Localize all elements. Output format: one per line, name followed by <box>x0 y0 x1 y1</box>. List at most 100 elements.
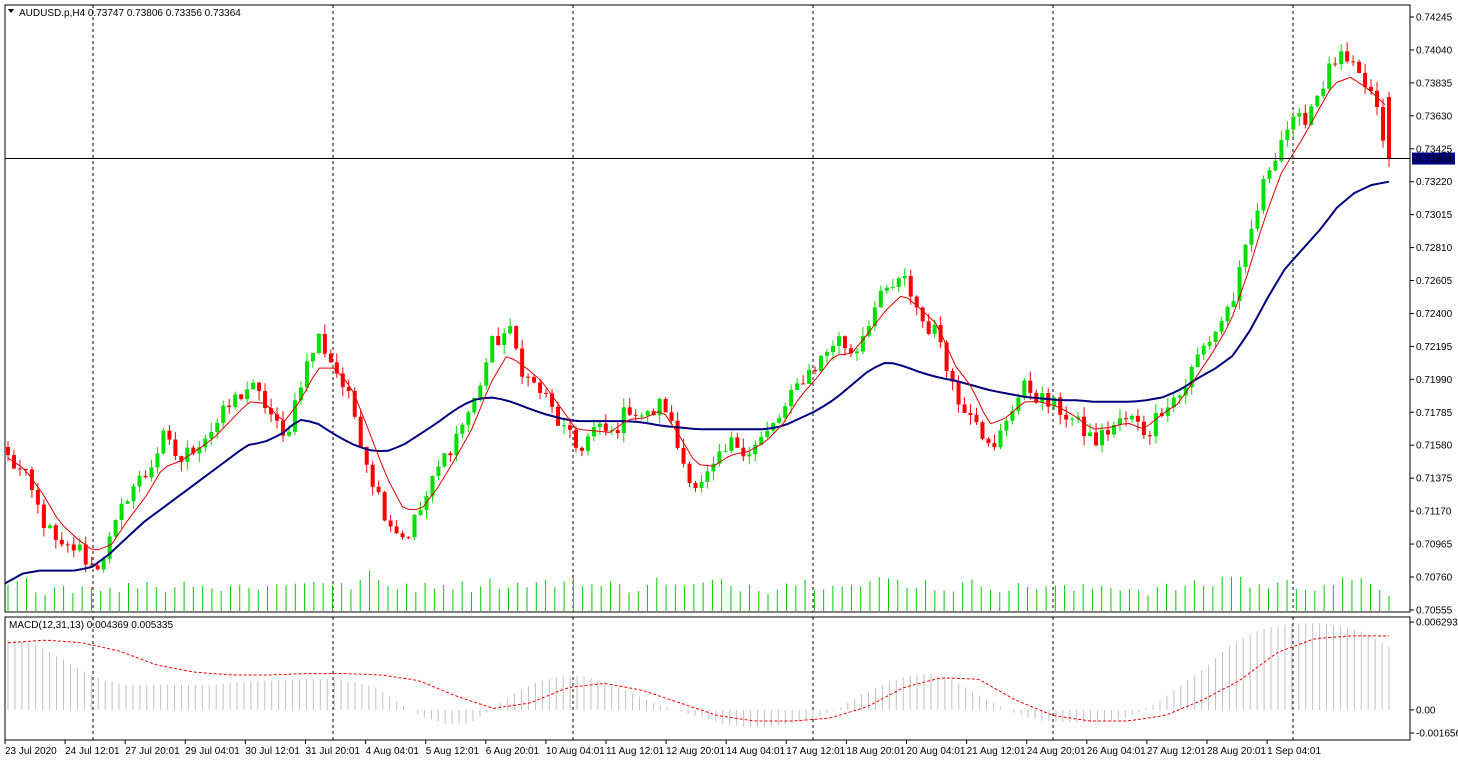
candle-body-bull <box>197 447 202 454</box>
time-tick-label: 28 Aug 20:01 <box>1207 746 1266 757</box>
candle-body-bull <box>107 536 112 559</box>
price-tick-label: 0.72195 <box>1416 342 1453 353</box>
price-tick-label: 0.71580 <box>1416 441 1453 452</box>
candle-body-bull <box>185 447 190 462</box>
candle-body-bear <box>281 420 286 436</box>
candle-body-bear <box>1381 107 1386 141</box>
candle-body-bull <box>203 438 208 448</box>
candle-body-bear <box>914 296 919 308</box>
candle-body-bear <box>693 482 698 489</box>
candle-body-bull <box>1111 424 1116 435</box>
time-tick-label: 26 Aug 04:01 <box>1087 746 1146 757</box>
symbol-header[interactable]: AUDUSD.p,H4 0.73747 0.73806 0.73356 0.73… <box>8 8 241 19</box>
candle-body-bull <box>1237 267 1242 302</box>
candle-body-bull <box>1327 63 1332 89</box>
candle-body-bull <box>125 501 130 504</box>
candle-body-bull <box>1339 51 1344 65</box>
candle-body-bull <box>209 431 214 439</box>
fast-moving-average-line <box>7 76 1386 551</box>
candle-body-bear <box>1369 86 1374 91</box>
price-tick-label: 0.74040 <box>1416 45 1453 56</box>
candle-body-bear <box>550 393 555 407</box>
candle-body-bear <box>1303 113 1308 125</box>
time-axis[interactable]: 23 Jul 2020 24 Jul 12:01 27 Jul 20:01 29 Ju… <box>4 740 1321 757</box>
candle-body-bear <box>842 336 847 349</box>
vertical-grid <box>92 5 1294 740</box>
candle-body-bear <box>59 539 64 545</box>
candle-body-bull <box>597 423 602 428</box>
time-tick-label: 27 Aug 12:01 <box>1147 746 1206 757</box>
candle-body-bear <box>95 565 100 570</box>
candle-body-bull <box>454 433 459 456</box>
candle-body-bull <box>1153 412 1158 437</box>
candle-body-bull <box>1088 432 1093 437</box>
candle-body-bull <box>418 510 423 515</box>
candle-body-bear <box>627 407 632 415</box>
candle-body-bear <box>143 475 148 478</box>
candle-body-bull <box>1279 139 1284 161</box>
candle-body-bull <box>1231 301 1236 307</box>
candle-body-bull <box>747 454 752 457</box>
candle-body-bull <box>1070 418 1075 420</box>
candle-body-bear <box>448 453 453 456</box>
candle-body-bear <box>89 564 94 566</box>
dropdown-triangle-icon[interactable] <box>8 9 14 13</box>
price-tick-label: 0.73630 <box>1416 111 1453 122</box>
candle-body-bull <box>478 385 483 398</box>
candle-body-bull <box>137 475 142 487</box>
candle-body-bull <box>221 405 226 423</box>
candle-body-bear <box>968 412 973 416</box>
time-tick-label: 27 Jul 20:01 <box>125 746 180 757</box>
candle-body-bull <box>639 415 644 417</box>
candle-body-bear <box>579 447 584 451</box>
price-tick-label: 0.72810 <box>1416 243 1453 254</box>
price-tick-label: 0.73015 <box>1416 210 1453 221</box>
candle-body-bull <box>47 525 52 528</box>
macd-signal-line <box>7 635 1389 722</box>
main-pane-border <box>4 4 1411 613</box>
candle-body-bear <box>992 443 997 448</box>
candlesticks[interactable] <box>6 42 1391 573</box>
candle-body-bull <box>1117 418 1122 425</box>
time-tick-label: 23 Jul 2020 <box>5 746 57 757</box>
candle-body-bull <box>316 333 321 354</box>
candle-body-bear <box>532 377 537 383</box>
time-tick-label: 17 Aug 12:01 <box>786 746 845 757</box>
candle-body-bull <box>932 324 937 334</box>
candle-body-bear <box>322 333 327 354</box>
candle-body-bear <box>382 492 387 521</box>
candle-body-bear <box>1387 97 1391 159</box>
price-tick-label: 0.73220 <box>1416 177 1453 188</box>
candle-body-bull <box>508 326 513 334</box>
candle-body-bull <box>1129 415 1134 420</box>
candle-body-bear <box>388 520 393 527</box>
candle-body-bull <box>717 451 722 464</box>
candle-body-bull <box>789 389 794 407</box>
candle-body-bear <box>1147 435 1152 437</box>
price-axis[interactable]: 0.74245 0.74040 0.73835 0.73630 0.73425 0.732… <box>1410 13 1453 617</box>
candle-body-bear <box>352 390 357 417</box>
candle-body-bull <box>890 286 895 288</box>
candle-body-bear <box>496 336 501 345</box>
candle-body-bear <box>544 392 549 394</box>
candle-body-bear <box>275 414 280 421</box>
candle-body-bear <box>651 411 656 416</box>
candle-body-bull <box>866 326 871 336</box>
candle-body-bear <box>227 405 232 407</box>
candle-body-bull <box>233 394 238 407</box>
candle-body-bull <box>430 475 435 496</box>
candle-body-bull <box>484 362 489 386</box>
candle-body-bull <box>699 482 704 489</box>
candle-body-bull <box>1255 210 1260 229</box>
candle-body-bull <box>215 422 220 432</box>
candle-body-bull <box>825 352 830 356</box>
candle-body-bear <box>1064 414 1069 420</box>
candle-body-bear <box>173 439 178 457</box>
candle-body-bull <box>161 430 166 454</box>
candle-body-bull <box>1195 354 1200 368</box>
price-tick-label: 0.72605 <box>1416 276 1453 287</box>
candle-body-bear <box>239 394 244 399</box>
candle-body-bear <box>179 456 184 462</box>
